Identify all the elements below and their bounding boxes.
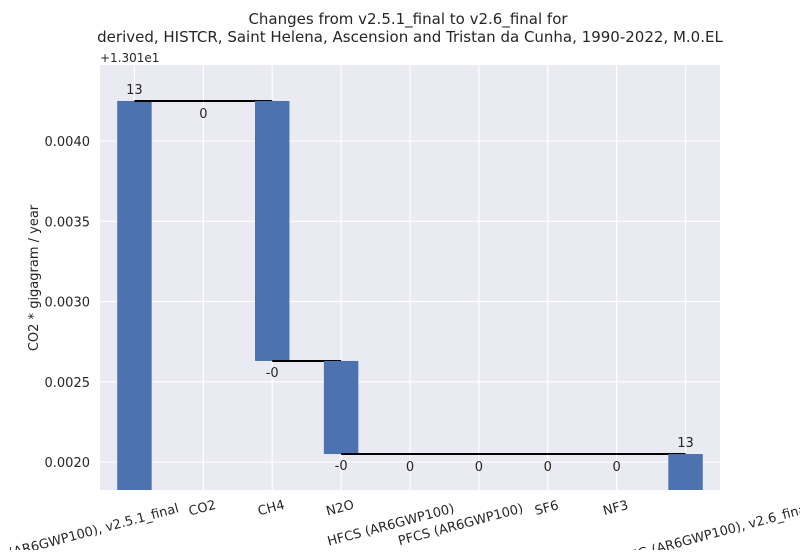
chart-title: derived, HISTCR, Saint Helena, Ascension… <box>97 28 723 46</box>
x-tick-label: CH4 <box>256 498 286 520</box>
x-tick-label: N2O <box>325 498 356 520</box>
bar <box>255 100 290 361</box>
bar <box>323 360 359 455</box>
x-tick-label: GHG (AR6GWP100), v2.6_final <box>617 501 800 550</box>
value-label: 0 <box>475 460 483 475</box>
y-tick-label: 0.0020 <box>45 456 91 471</box>
value-label: 0 <box>544 460 552 475</box>
y-tick-label: 0.0040 <box>45 135 91 150</box>
value-label: -0 <box>335 459 348 474</box>
value-label: 13 <box>126 83 143 98</box>
x-tick-label: NF3 <box>602 498 630 519</box>
value-label: -0 <box>266 366 279 381</box>
y-offset: +1.301e1 <box>100 51 159 65</box>
y-tick-label: 0.0025 <box>45 376 91 391</box>
bar <box>668 454 703 490</box>
x-tick-label: GHG (AR6GWP100), v2.5.1_final <box>0 501 180 550</box>
value-label: 0 <box>613 460 621 475</box>
chart-title: Changes from v2.5.1_final to v2.6_final … <box>248 10 568 29</box>
value-label: 0 <box>406 460 414 475</box>
plot-group <box>100 65 720 490</box>
y-tick-label: 0.0030 <box>45 296 91 311</box>
x-tick-label: SF6 <box>533 498 560 519</box>
x-tick-label: CO2 <box>187 498 218 520</box>
value-label: 0 <box>199 107 207 122</box>
y-axis-label: CO2 * gigagram / year <box>27 204 42 351</box>
bar <box>117 100 152 490</box>
y-tick-label: 0.0035 <box>45 215 91 230</box>
value-label: 13 <box>677 436 694 451</box>
